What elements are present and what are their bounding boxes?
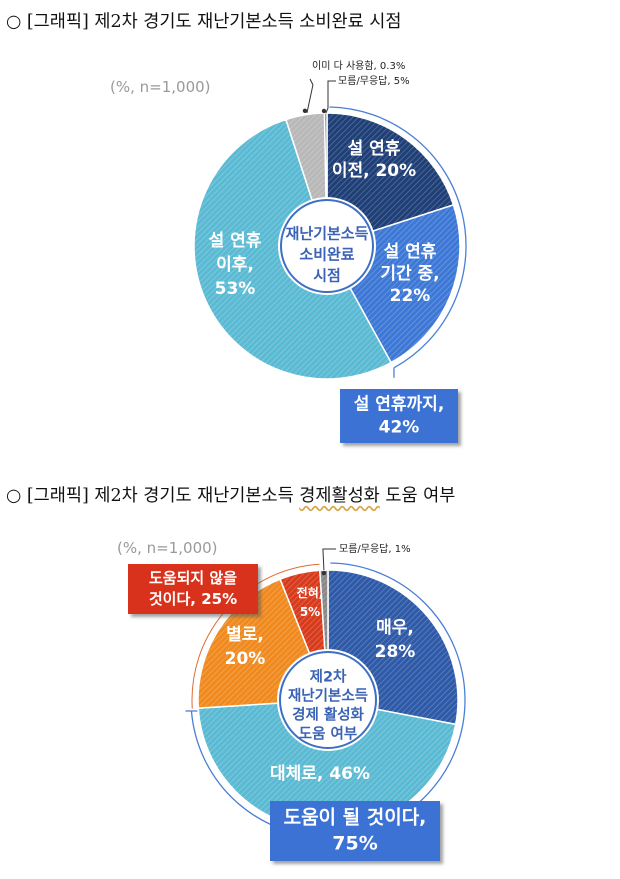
chart1-center-label-line: 재난기본소득 (286, 225, 369, 243)
chart1-callout-text-line: 설 연휴까지, (354, 394, 445, 415)
chart1-center-label-line: 시점 (313, 267, 341, 285)
chart2-pos-bracket (190, 562, 466, 838)
chart1-center-label-line: 소비완료 (299, 246, 354, 264)
chart1-small-label-4: 이미 다 사용함, 0.3% (312, 60, 405, 72)
chart1-label-2-line: 53% (215, 279, 256, 299)
chart2-leader-4 (322, 548, 336, 571)
chart1-label-0: 설 연휴 이전, 20% (332, 138, 416, 181)
chart2-leader-dot (321, 570, 327, 576)
chart1-label-1-line: 22% (390, 286, 431, 306)
chart1-label-2-line: 설 연휴 (209, 230, 262, 251)
chart2-center-label-line: 도움 여부 (299, 726, 357, 743)
chart1-note: (%, n=1,000) (110, 78, 211, 96)
chart2-heading-tail: 도움 여부 (379, 486, 456, 506)
chart1-small-label-3: 모름/무응답, 5% (338, 75, 410, 87)
chart2-label-0: 매우, 28% (375, 618, 416, 662)
chart1-leader-4 (306, 78, 314, 113)
chart1-callout-text: 설 연휴까지, 42% (354, 394, 445, 438)
chart1-label-0-line: 설 연휴 (348, 138, 401, 159)
chart2-label-0-line: 매우, (376, 618, 414, 638)
chart1-callout-box (340, 389, 458, 443)
chart2-small-label-4: 모름/무응답, 1% (339, 543, 411, 555)
chart2-label-2-line: 20% (225, 649, 266, 669)
chart1-leader-dot-2 (302, 108, 308, 114)
chart1-label-2-line: 이후, (216, 254, 254, 275)
chart2-callout-box (270, 801, 440, 861)
chart2-label-1: 대체로, 46% (270, 764, 370, 784)
chart2-label-2-line: 별로, (226, 625, 264, 645)
chart2-neg-callout-text-line: 것이다, 25% (149, 590, 237, 608)
chart1-bracket-arc (329, 106, 467, 369)
chart1-label-0-line: 이전, 20% (332, 161, 416, 181)
chart2-callout-text-line: 75% (332, 833, 377, 855)
chart2-heading-underlined: 경제활성화 (299, 486, 380, 506)
chart2-slice-hatch-1 (198, 700, 456, 830)
chart2-neg-callout-text-line: 도움되지 않을 (149, 569, 237, 587)
chart2-label-0-line: 28% (375, 642, 416, 662)
chart2-note: (%, n=1,000) (117, 539, 218, 557)
chart2-label-3: 전혀, 5% (297, 585, 324, 619)
chart1-label-1: 설 연휴 기간 중, 22% (380, 241, 439, 306)
chart2-label-3-line: 전혀, (297, 585, 324, 600)
chart2-neg-callout-box (128, 564, 258, 614)
chart2-center-circle (279, 651, 377, 749)
chart1-heading: ○ [그래픽] 제2차 경기도 재난기본소득 소비완료 시점 (6, 12, 402, 32)
chart1-label-1-line: 설 연휴 (384, 241, 437, 262)
chart1-leader-3 (325, 80, 336, 114)
chart2-center-label-line: 제2차 (310, 669, 347, 686)
chart1-label-1-line: 기간 중, (380, 264, 439, 284)
chart2-center-label-line: 재난기본소득 (288, 688, 368, 705)
chart1-callout-text-line: 42% (379, 418, 420, 438)
chart2-callout-text-line: 도움이 될 것이다, (284, 807, 427, 829)
chart1-center-circle (280, 199, 374, 293)
chart2-label-3-line: 5% (300, 605, 320, 619)
chart2-callout-text: 도움이 될 것이다, 75% (284, 807, 427, 855)
chart2-heading-text: ○ [그래픽] 제2차 경기도 재난기본소득 (6, 486, 300, 506)
chart1-leader-dot (321, 108, 327, 114)
chart2-label-2: 별로, 20% (225, 625, 266, 669)
chart2-heading: ○ [그래픽] 제2차 경기도 재난기본소득 경제활성화 도움 여부 (6, 482, 455, 507)
chart2-center-label-line: 경제 활성화 (292, 706, 364, 724)
chart2-label-1-line: 대체로, 46% (270, 764, 370, 784)
